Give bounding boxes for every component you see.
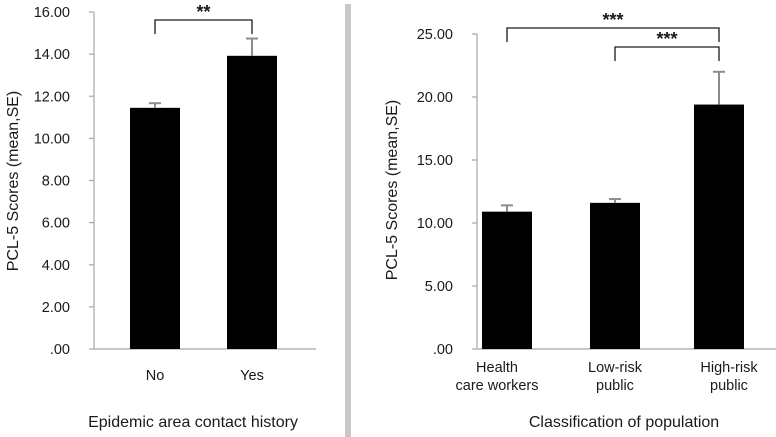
- category-label-line: Low-risk: [588, 360, 643, 376]
- y-tick-label: 10.00: [417, 216, 453, 232]
- category-label: Low-risk public: [588, 360, 643, 394]
- y-tick-label: 8.00: [42, 174, 70, 190]
- bar: [130, 107, 180, 349]
- y-tick-label: 20.00: [417, 90, 453, 106]
- x-axis-title: Epidemic area contact history: [88, 414, 298, 431]
- category-label: Health care workers: [456, 360, 539, 394]
- category-label-line: Health: [476, 360, 518, 376]
- y-tick-label: 5.00: [425, 279, 453, 295]
- category-label-line: No: [146, 368, 165, 384]
- bar: [590, 202, 640, 349]
- significance-bracket-line: [154, 19, 253, 34]
- significance-label: ***: [656, 29, 677, 49]
- bar: [482, 211, 532, 349]
- chart-left: .00 2.00 4.00 6.00 8.00 10.00 12.00 14.00 16.00 N…: [5, 2, 316, 431]
- y-tick-label: 15.00: [417, 153, 453, 169]
- error-bar: [713, 70, 725, 105]
- significance-bracket: ***: [614, 29, 720, 61]
- significance-label: **: [196, 2, 210, 22]
- y-tick-label: 4.00: [42, 258, 70, 274]
- y-tick-label: 2.00: [42, 300, 70, 316]
- category-label: No: [146, 368, 165, 384]
- error-bar: [609, 198, 621, 203]
- category-label-line: public: [710, 378, 748, 394]
- significance-label: ***: [602, 10, 623, 30]
- y-axis-title: PCL-5 Scores (mean,SE): [5, 91, 22, 272]
- category-label-line: High-risk: [700, 360, 758, 376]
- y-tick-label: 14.00: [34, 47, 70, 63]
- error-bar: [149, 102, 161, 108]
- category-label-line: public: [596, 378, 634, 394]
- category-label: Yes: [240, 368, 264, 384]
- y-tick-label: 10.00: [34, 131, 70, 147]
- significance-bracket: ***: [506, 10, 720, 42]
- y-tick-label: 16.00: [34, 5, 70, 21]
- y-tick-label: 25.00: [417, 27, 453, 43]
- category-label-line: care workers: [456, 378, 539, 394]
- x-axis-title: Classification of population: [529, 414, 719, 431]
- significance-bracket: **: [154, 2, 253, 34]
- y-tick-label: 6.00: [42, 216, 70, 232]
- y-tick-label: .00: [50, 342, 70, 358]
- y-tick-label: 12.00: [34, 89, 70, 105]
- category-label: High-risk public: [700, 360, 758, 394]
- error-bar: [501, 204, 513, 212]
- significance-bracket-line: [506, 27, 720, 42]
- y-tick-label: .00: [433, 342, 453, 358]
- bar: [694, 104, 744, 349]
- chart-right: .00 5.00 10.00 15.00 20.00 25.00 Health care wo…: [384, 10, 776, 431]
- significance-bracket-line: [614, 46, 720, 61]
- bar: [227, 55, 277, 350]
- category-label-line: Yes: [240, 368, 264, 384]
- y-axis-title: PCL-5 Scores (mean,SE): [384, 100, 401, 281]
- error-bar: [246, 37, 258, 56]
